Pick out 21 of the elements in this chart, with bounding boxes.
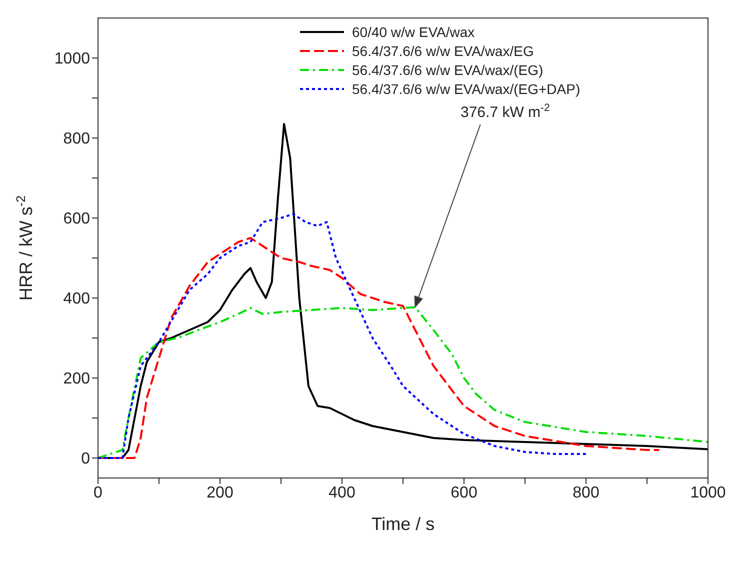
y-tick-label: 800 bbox=[63, 130, 90, 148]
legend-label: 56.4/37.6/6 w/w EVA/wax/(EG) bbox=[352, 62, 544, 78]
legend-label: 56.4/37.6/6 w/w EVA/wax/(EG+DAP) bbox=[352, 80, 580, 96]
x-tick-label: 200 bbox=[206, 484, 234, 502]
y-tick-label: 400 bbox=[63, 290, 90, 308]
x-axis-title: Time / s bbox=[371, 514, 435, 534]
x-tick-label: 800 bbox=[572, 484, 600, 502]
x-tick-label: 1000 bbox=[690, 484, 726, 502]
x-tick-label: 0 bbox=[94, 484, 103, 502]
line-series bbox=[98, 237, 660, 459]
y-tick-label: 1000 bbox=[54, 50, 90, 68]
y-tick-label: 0 bbox=[81, 450, 90, 468]
line-series bbox=[98, 306, 708, 459]
y-tick-label: 200 bbox=[63, 370, 90, 388]
line-series bbox=[98, 213, 587, 459]
legend-label: 60/40 w/w EVA/wax bbox=[352, 24, 475, 40]
annotation: 376.7 kW m$^{-2}$ bbox=[460, 102, 550, 121]
x-tick-label: 400 bbox=[328, 484, 356, 502]
x-tick-label: 600 bbox=[450, 484, 478, 502]
y-tick-label: 600 bbox=[63, 210, 90, 228]
legend-label: 56.4/37.6/6 w/w EVA/wax/EG bbox=[352, 42, 534, 58]
